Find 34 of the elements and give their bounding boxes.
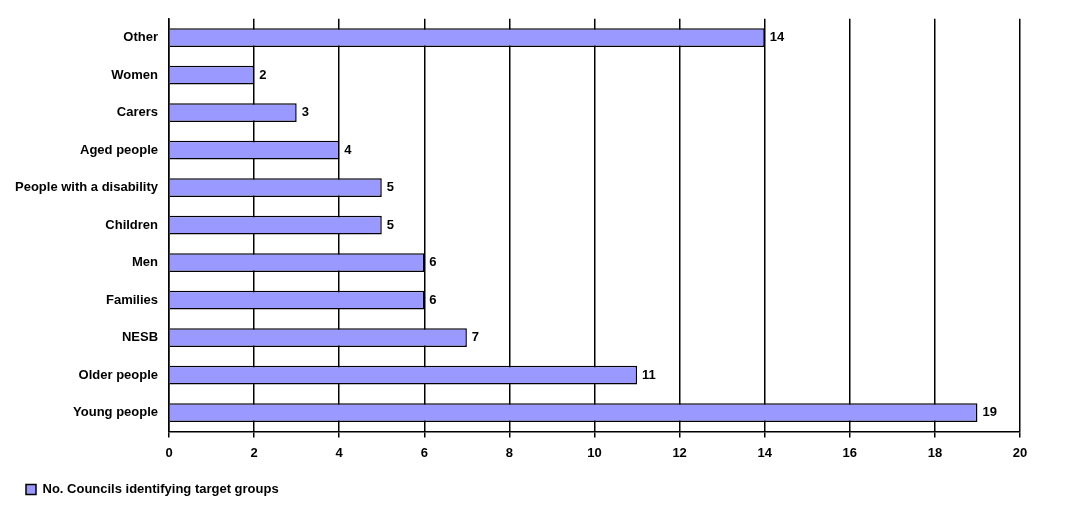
y-tick-label: Carers: [116, 104, 159, 120]
legend-label: No. Councils identifying target groups: [42, 481, 279, 497]
y-tick-label: Men: [132, 254, 159, 270]
data-label: 6: [429, 291, 437, 307]
x-tick-label: 14: [757, 444, 773, 460]
x-tick-label: 4: [335, 444, 344, 460]
x-tick-label: 20: [1012, 444, 1028, 460]
y-tick-label: Aged people: [80, 141, 159, 157]
y-tick-label: NESB: [121, 329, 159, 345]
x-tick-label: 16: [842, 444, 858, 460]
data-label: 2: [259, 66, 267, 82]
x-tick-label: 12: [672, 444, 687, 460]
y-tick-label: Older people: [78, 366, 159, 382]
x-tick-label: 18: [927, 444, 943, 460]
data-label: 11: [642, 366, 656, 382]
y-tick-label: Women: [111, 66, 159, 82]
data-label: 19: [982, 404, 997, 420]
data-label: 3: [301, 104, 309, 120]
y-tick-label: Young people: [73, 404, 159, 420]
data-label: 6: [429, 254, 437, 270]
y-tick-label: People with a disability: [14, 179, 159, 195]
x-tick-label: 10: [587, 444, 602, 460]
y-tick-label: Children: [105, 216, 159, 232]
y-tick-label: Other: [123, 29, 159, 45]
x-tick-label: 0: [165, 444, 173, 460]
y-tick-label: Families: [106, 291, 159, 307]
data-label: 4: [344, 141, 353, 157]
data-label: 5: [386, 179, 395, 195]
data-label: 5: [386, 216, 395, 232]
data-label: 14: [769, 29, 785, 45]
x-tick-label: 6: [420, 444, 428, 460]
data-label: 7: [471, 329, 480, 345]
x-tick-label: 8: [505, 444, 514, 460]
x-tick-label: 2: [250, 444, 258, 460]
